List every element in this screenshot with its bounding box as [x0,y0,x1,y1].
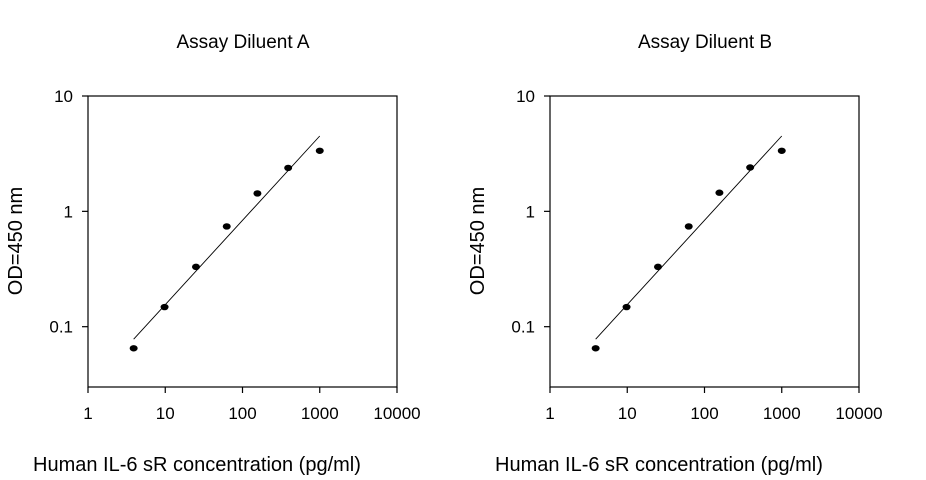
x-tick-label: 100 [228,404,256,423]
data-point [315,147,324,154]
plot-frame [549,95,860,388]
data-point [284,164,293,172]
x-axis-label: Human IL-6 sR concentration (pg/ml) [495,454,823,476]
data-point [622,303,631,311]
data-point [591,345,600,352]
chart-panel-a: Assay Diluent A 1 10 100 1000 10000 0.1 1 10 H… [5,32,421,476]
x-tick-label: 1000 [301,404,339,423]
x-tick-label: 10 [618,404,637,423]
data-point [222,223,231,230]
plot-area [591,135,786,352]
y-tick-label: 0.1 [49,318,73,337]
y-axis-label: OD=450 nm [467,187,489,295]
x-tick-label: 1000 [763,404,801,423]
x-tick-label: 10000 [835,404,882,423]
data-point [777,147,786,154]
x-tick-label: 1 [545,404,554,423]
x-axis-label: Human IL-6 sR concentration (pg/ml) [33,454,361,476]
chart-title: Assay Diluent A [176,32,309,53]
y-axis: 0.1 1 10 [511,87,550,337]
x-tick-label: 10000 [373,404,420,423]
x-tick-label: 1 [83,404,92,423]
y-tick-label: 1 [64,202,73,221]
data-point [715,189,724,196]
y-tick-label: 1 [526,202,535,221]
x-axis: 1 10 100 1000 10000 [545,387,883,423]
x-tick-label: 10 [156,404,175,423]
y-tick-label: 10 [516,87,535,106]
x-axis: 1 10 100 1000 10000 [83,387,421,423]
data-point [160,303,169,311]
y-axis-label: OD=450 nm [5,187,27,295]
plot-area [129,135,324,352]
data-point [191,263,200,271]
data-point [653,263,662,271]
data-point [253,190,262,197]
y-tick-label: 10 [54,87,73,106]
data-point [746,164,755,171]
plot-frame [87,95,398,388]
data-point [129,345,138,352]
y-tick-label: 0.1 [511,318,535,337]
data-point [684,223,693,230]
chart-panel-b: Assay Diluent B 1 10 100 1000 10000 0.1 1 10 H… [467,32,883,476]
x-tick-label: 100 [690,404,718,423]
y-axis: 0.1 1 10 [49,87,88,337]
chart-title: Assay Diluent B [638,32,772,53]
